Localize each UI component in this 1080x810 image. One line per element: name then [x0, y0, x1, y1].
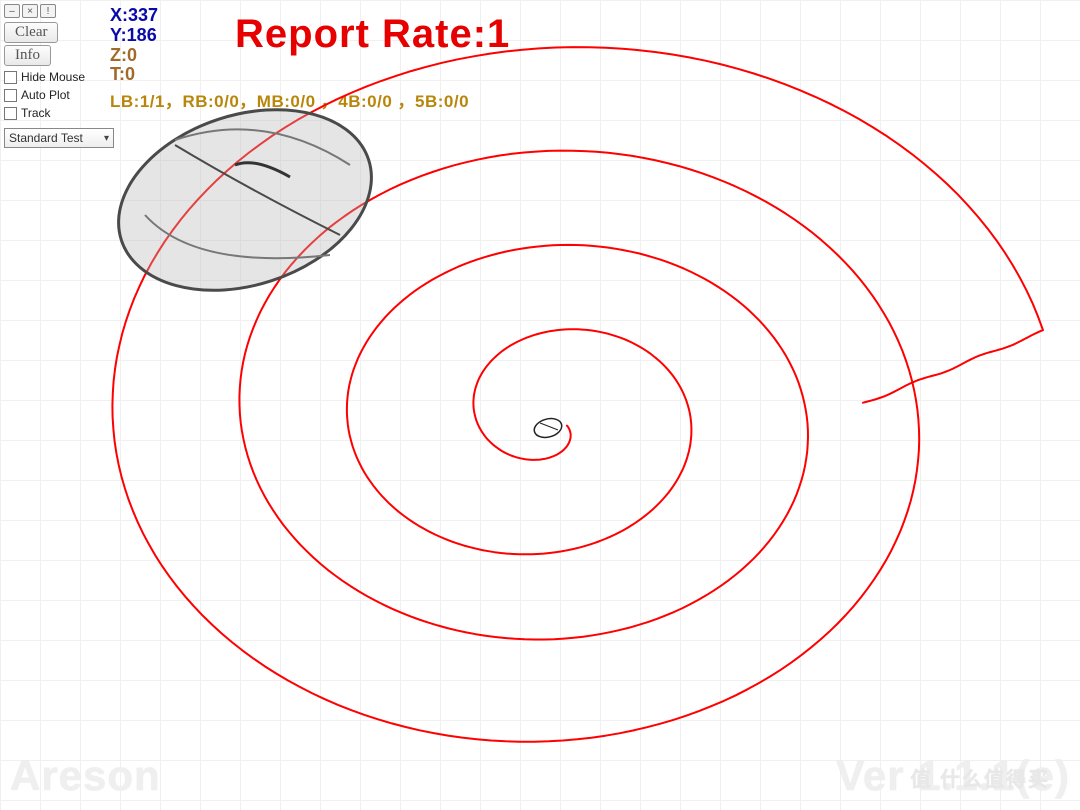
- overlay-watermark: 值 什么值得买: [910, 763, 1050, 792]
- z-value: 0: [127, 45, 137, 65]
- info-button[interactable]: Info: [4, 45, 51, 66]
- track-label: Track: [21, 106, 51, 120]
- spiral-trace: [112, 47, 1043, 742]
- auto-plot-label: Auto Plot: [21, 88, 70, 102]
- hide-mouse-label: Hide Mouse: [21, 70, 85, 84]
- hide-mouse-checkbox[interactable]: [4, 71, 17, 84]
- t-readout: T:0: [110, 65, 469, 85]
- test-mode-select[interactable]: Standard Test ▾: [4, 128, 114, 148]
- mouse-buttons-readout: LB:1/1，RB:0/0，MB:0/0 ，4B:0/0 ，5B:0/0: [110, 87, 469, 112]
- mouse-sketch-small: [532, 416, 564, 441]
- t-label: T:: [110, 64, 125, 84]
- x-label: X:: [110, 5, 128, 25]
- t-value: 0: [125, 64, 135, 84]
- grid-background: [0, 0, 1080, 810]
- mouse-sketch-large: [95, 79, 395, 321]
- track-checkbox[interactable]: [4, 107, 17, 120]
- chevron-down-icon: ▾: [104, 133, 109, 144]
- auto-plot-checkbox[interactable]: [4, 89, 17, 102]
- minimize-icon[interactable]: –: [4, 4, 20, 18]
- x-value: 337: [128, 5, 158, 25]
- y-label: Y:: [110, 25, 127, 45]
- brand-watermark: Areson: [10, 752, 161, 800]
- drawing-canvas: [0, 0, 1080, 810]
- close-icon[interactable]: ×: [22, 4, 38, 18]
- report-rate-title: Report Rate:1: [235, 12, 510, 57]
- y-value: 186: [127, 25, 157, 45]
- clear-button[interactable]: Clear: [4, 22, 58, 43]
- z-label: Z:: [110, 45, 127, 65]
- alert-icon[interactable]: !: [40, 4, 56, 18]
- test-mode-selected: Standard Test: [9, 131, 83, 145]
